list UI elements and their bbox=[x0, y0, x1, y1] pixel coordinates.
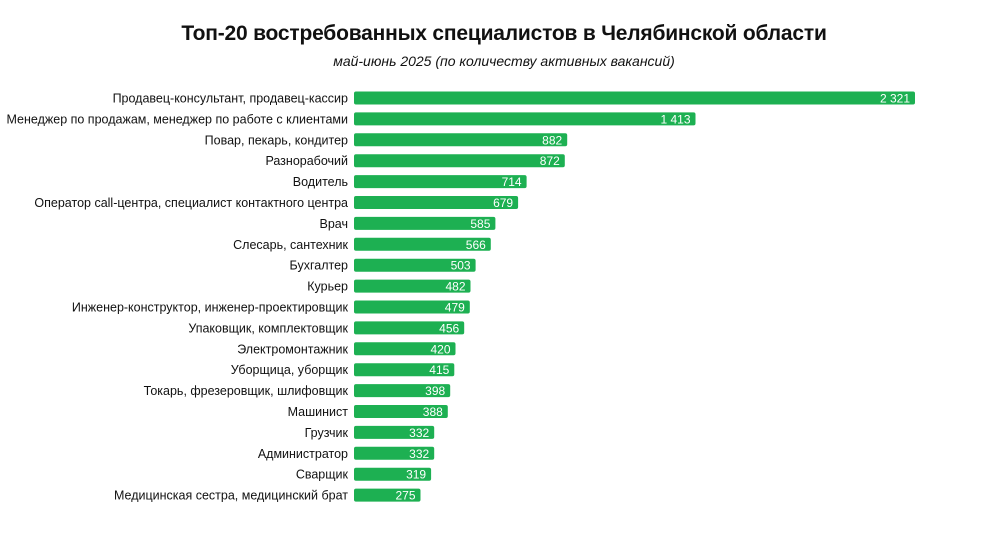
category-label: Менеджер по продажам, менеджер по работе… bbox=[7, 112, 349, 126]
bar-row: Разнорабочий 872 bbox=[265, 154, 565, 168]
bar-row: Токарь, фрезеровщик, шлифовщик 398 bbox=[144, 384, 451, 398]
data-label: 319 bbox=[406, 468, 426, 482]
data-label: 398 bbox=[425, 384, 445, 398]
bar-row: Администратор 332 bbox=[258, 446, 435, 461]
data-label: 332 bbox=[409, 447, 429, 461]
bar-row: Водитель 714 bbox=[293, 175, 527, 189]
bar-row: Оператор call-центра, специалист контакт… bbox=[34, 196, 519, 210]
category-label: Машинист bbox=[288, 405, 349, 419]
bar bbox=[354, 91, 915, 105]
bar bbox=[354, 112, 696, 126]
category-label: Упаковщик, комплектовщик bbox=[188, 321, 348, 335]
bar bbox=[354, 300, 470, 314]
bar-row: Врач 585 bbox=[320, 216, 496, 231]
category-label: Уборщица, уборщик bbox=[231, 363, 349, 377]
data-label: 872 bbox=[540, 154, 560, 168]
category-label: Слесарь, сантехник bbox=[233, 238, 348, 252]
category-label: Администратор bbox=[258, 447, 348, 461]
category-label: Повар, пекарь, кондитер bbox=[205, 133, 348, 147]
bar bbox=[354, 405, 448, 418]
category-label: Токарь, фрезеровщик, шлифовщик bbox=[144, 384, 349, 398]
data-label: 882 bbox=[542, 133, 562, 147]
bar-row: Медицинская сестра, медицинский брат 275 bbox=[114, 488, 421, 503]
data-label: 1 413 bbox=[660, 112, 690, 126]
bar bbox=[354, 467, 432, 481]
bar bbox=[354, 425, 435, 439]
category-label: Разнорабочий bbox=[265, 154, 348, 168]
data-label: 585 bbox=[470, 217, 490, 231]
chart-subtitle: май-июнь 2025 (по количеству активных ва… bbox=[333, 53, 675, 69]
data-label: 275 bbox=[395, 489, 415, 503]
bar bbox=[354, 488, 421, 502]
data-label: 479 bbox=[445, 301, 465, 315]
bar-row: Уборщица, уборщик 415 bbox=[231, 363, 455, 377]
bar-row: Электромонтажник 420 bbox=[237, 342, 456, 356]
bar bbox=[354, 175, 527, 189]
category-label: Бухгалтер bbox=[290, 259, 348, 273]
bar-row: Грузчик 332 bbox=[305, 425, 435, 440]
bar bbox=[354, 446, 435, 460]
data-label: 388 bbox=[423, 405, 443, 419]
category-label: Врач bbox=[320, 217, 348, 231]
data-label: 503 bbox=[451, 259, 471, 273]
data-label: 456 bbox=[439, 321, 459, 335]
bar-row: Инженер-конструктор, инженер-проектировщ… bbox=[72, 300, 470, 315]
data-label: 2 321 bbox=[880, 92, 910, 106]
bar bbox=[354, 154, 565, 168]
bar-row: Менеджер по продажам, менеджер по работе… bbox=[7, 112, 696, 126]
bar bbox=[354, 279, 471, 293]
bar-row: Продавец-консультант, продавец-кассир 2 3… bbox=[113, 91, 915, 106]
category-label: Медицинская сестра, медицинский брат bbox=[114, 489, 348, 503]
bar-row: Сварщик 319 bbox=[296, 467, 432, 482]
bar bbox=[354, 321, 465, 335]
chart-title: Топ-20 востребованных специалистов в Чел… bbox=[181, 22, 827, 45]
bar-row: Машинист 388 bbox=[288, 405, 448, 419]
bar bbox=[354, 216, 496, 230]
bar bbox=[354, 258, 476, 272]
data-label: 714 bbox=[502, 175, 522, 189]
bar-row: Слесарь, сантехник 566 bbox=[233, 237, 491, 252]
category-label: Инженер-конструктор, инженер-проектировщ… bbox=[72, 301, 349, 315]
bar bbox=[354, 342, 456, 356]
category-label: Курьер bbox=[307, 280, 348, 294]
bar-row: Бухгалтер 503 bbox=[290, 258, 476, 273]
bar bbox=[354, 133, 568, 147]
bar-row: Курьер 482 bbox=[307, 279, 471, 294]
data-label: 482 bbox=[445, 280, 465, 294]
data-label: 332 bbox=[409, 426, 429, 440]
data-label: 420 bbox=[430, 342, 450, 356]
category-label: Водитель bbox=[293, 175, 348, 189]
bar-row: Повар, пекарь, кондитер 882 bbox=[205, 133, 568, 147]
bar bbox=[354, 196, 519, 209]
bar bbox=[354, 363, 455, 377]
data-label: 566 bbox=[466, 238, 486, 252]
data-label: 679 bbox=[493, 196, 513, 210]
category-label: Электромонтажник bbox=[237, 342, 348, 356]
bar bbox=[354, 237, 491, 251]
data-label: 415 bbox=[429, 363, 449, 377]
category-label: Продавец-консультант, продавец-кассир bbox=[113, 92, 348, 106]
bar-row: Упаковщик, комплектовщик 456 bbox=[188, 321, 465, 335]
category-label: Грузчик bbox=[305, 426, 349, 440]
category-label: Сварщик bbox=[296, 468, 349, 482]
bar bbox=[354, 384, 451, 398]
category-label: Оператор call-центра, специалист контакт… bbox=[34, 196, 348, 210]
